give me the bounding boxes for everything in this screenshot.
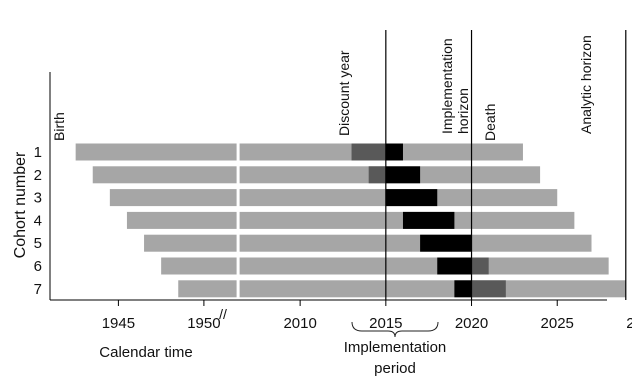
- x-tick-label: 2030: [626, 315, 632, 332]
- vertical-marker-lines: [385, 30, 627, 300]
- implementation-horizon-label-line1: Implementation: [439, 38, 455, 134]
- cohort-number-label: 2: [34, 167, 42, 184]
- x-tick-label: 1950: [187, 315, 220, 332]
- life-segment: [126, 211, 575, 229]
- cohort-6-bar: [161, 256, 609, 276]
- cohort-number-label: 3: [34, 190, 42, 207]
- implementation-period-label-line1: Implementation: [344, 339, 447, 356]
- axis-break-gap: [236, 256, 240, 276]
- implementation-segment: [454, 280, 472, 298]
- discount-year-label: Discount year: [336, 50, 352, 136]
- x-axis-title: Calendar time: [99, 344, 192, 361]
- cohort-4-bar: [126, 210, 575, 230]
- life-segment: [161, 257, 609, 275]
- axis-break-gap: [236, 188, 240, 208]
- cohort-number-label: 7: [34, 281, 42, 298]
- axis-break-gap: [236, 165, 240, 185]
- life-segment: [109, 189, 558, 207]
- cohort-number-label: 6: [34, 258, 42, 275]
- implementation-segment: [420, 234, 472, 252]
- x-tick-label: 2020: [455, 315, 488, 332]
- axis-break-gap: [236, 142, 240, 162]
- x-tick-label: 2010: [283, 315, 316, 332]
- pre-discount-segment: [351, 143, 386, 161]
- x-tick-label: 2015: [369, 315, 402, 332]
- analytic-horizon-label: Analytic horizon: [578, 35, 594, 134]
- x-tick-label: 1945: [102, 315, 135, 332]
- implementation-segment: [385, 189, 438, 207]
- life-segment: [144, 234, 592, 252]
- implementation-segment: [385, 166, 421, 184]
- death-label: Death: [482, 104, 498, 141]
- cohort-3-bar: [109, 188, 558, 208]
- implementation-period-label-line2: period: [374, 360, 416, 377]
- implementation-segment: [402, 211, 455, 229]
- cohort-1-bar: [75, 142, 523, 162]
- pre-discount-segment: [368, 166, 386, 184]
- cohort-number-label: 1: [34, 144, 42, 161]
- implementation-period-bracket: [351, 321, 439, 338]
- x-tick-label: 2025: [541, 315, 574, 332]
- cohort-5-bar: [144, 233, 592, 253]
- post-implementation-segment: [471, 280, 506, 298]
- life-segment: [92, 166, 541, 184]
- implementation-segment: [385, 143, 403, 161]
- y-axis-title: Cohort number: [12, 151, 29, 258]
- cohort-bars: [75, 142, 626, 299]
- birth-label: Birth: [51, 112, 67, 141]
- axis-break-mark: //: [219, 306, 227, 322]
- cohort-number-label: 4: [34, 212, 42, 229]
- implementation-horizon-label-line2: horizon: [455, 88, 471, 134]
- axis-break-gap: [236, 233, 240, 253]
- axis-break-gap: [236, 279, 240, 299]
- x-axis-ticks: 1945 1950 2010 2015 2020 2025 2030: [102, 300, 632, 332]
- cohort-7-bar: [178, 279, 626, 299]
- life-segment: [75, 143, 523, 161]
- cohort-number-labels: 1 2 3 4 5 6 7: [34, 144, 42, 298]
- cohort-2-bar: [92, 165, 541, 185]
- life-segment: [178, 280, 626, 298]
- post-implementation-segment: [471, 257, 489, 275]
- implementation-segment: [437, 257, 472, 275]
- axis-break-gap: [236, 210, 240, 230]
- cohort-number-label: 5: [34, 235, 42, 252]
